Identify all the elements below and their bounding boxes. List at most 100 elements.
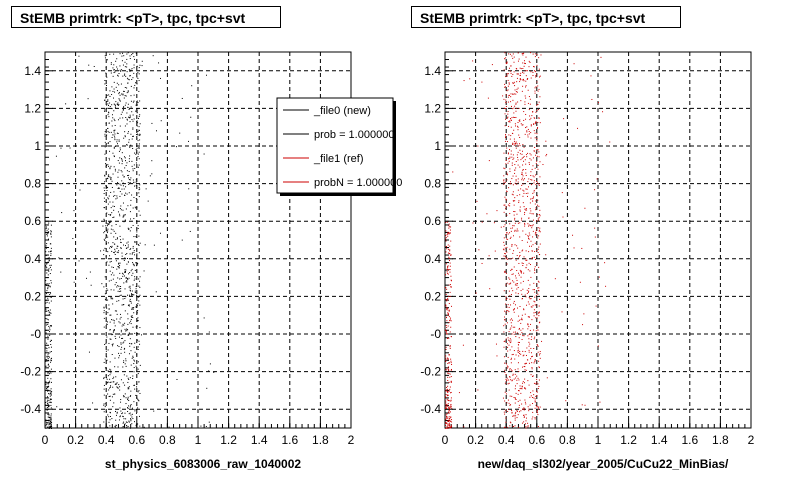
data-point xyxy=(523,192,525,194)
data-point xyxy=(463,80,465,82)
data-point xyxy=(46,318,48,320)
data-point xyxy=(119,333,121,335)
data-point xyxy=(133,72,135,74)
data-point xyxy=(49,351,51,353)
data-point xyxy=(109,361,111,363)
data-point xyxy=(527,77,529,79)
data-point xyxy=(121,152,123,154)
data-point xyxy=(529,202,531,204)
data-point xyxy=(119,215,121,217)
data-point xyxy=(520,159,522,161)
data-point xyxy=(124,328,126,330)
data-point xyxy=(505,220,507,222)
data-point xyxy=(531,198,533,200)
data-point xyxy=(525,75,527,77)
data-point xyxy=(45,360,47,362)
data-point xyxy=(133,367,135,369)
data-point xyxy=(123,74,125,76)
data-point xyxy=(124,245,126,247)
data-point xyxy=(50,407,52,409)
data-point xyxy=(107,99,109,101)
data-point xyxy=(136,151,138,153)
data-point xyxy=(48,268,50,270)
data-point xyxy=(450,254,452,256)
data-point xyxy=(519,399,521,401)
data-point xyxy=(131,343,133,345)
data-point xyxy=(138,174,140,176)
data-point xyxy=(445,308,447,310)
data-point xyxy=(107,203,109,205)
data-point xyxy=(504,86,506,88)
data-point xyxy=(514,182,516,184)
data-point xyxy=(521,150,523,152)
data-point xyxy=(45,310,47,312)
data-point xyxy=(538,219,540,221)
data-point xyxy=(509,258,511,260)
data-point xyxy=(48,422,50,424)
data-point xyxy=(535,174,537,176)
data-point xyxy=(124,340,126,342)
data-point xyxy=(526,78,528,80)
data-point xyxy=(525,259,527,261)
data-point xyxy=(539,215,541,217)
data-point xyxy=(539,227,541,229)
data-point xyxy=(46,388,48,390)
data-point xyxy=(45,251,47,253)
data-point xyxy=(124,271,126,273)
data-point xyxy=(594,227,596,229)
data-point xyxy=(533,382,535,384)
data-point xyxy=(114,106,116,108)
data-point xyxy=(519,136,521,138)
data-point xyxy=(116,139,118,141)
data-point xyxy=(49,296,51,298)
data-point xyxy=(503,411,505,413)
data-point xyxy=(50,361,52,363)
data-point xyxy=(536,395,538,397)
data-point xyxy=(515,161,517,163)
data-point xyxy=(110,62,112,64)
data-point xyxy=(448,390,450,392)
data-point xyxy=(109,105,111,107)
data-point xyxy=(518,337,520,339)
data-point xyxy=(536,250,538,252)
data-point xyxy=(526,259,528,261)
data-point xyxy=(135,52,137,54)
data-point xyxy=(519,119,521,121)
data-point xyxy=(506,246,508,248)
data-point xyxy=(514,417,516,419)
data-point xyxy=(109,255,111,257)
data-point xyxy=(449,269,451,271)
data-point xyxy=(113,81,115,83)
data-point xyxy=(47,402,49,404)
data-point xyxy=(50,391,52,393)
data-point xyxy=(516,283,518,285)
data-point xyxy=(526,292,528,294)
data-point xyxy=(104,276,106,278)
data-point xyxy=(536,160,538,162)
data-point xyxy=(509,395,511,397)
data-point xyxy=(133,312,135,314)
data-point xyxy=(445,346,447,348)
data-point xyxy=(527,335,529,337)
data-point xyxy=(107,370,109,372)
data-point xyxy=(48,405,50,407)
data-point xyxy=(448,381,450,383)
data-point xyxy=(119,157,121,159)
data-point xyxy=(129,55,131,57)
data-point xyxy=(121,325,123,327)
data-point xyxy=(104,135,106,137)
data-point xyxy=(128,68,130,70)
data-point xyxy=(546,153,548,155)
data-point xyxy=(126,277,128,279)
data-point xyxy=(510,93,512,95)
data-point xyxy=(124,157,126,159)
data-point xyxy=(538,385,540,387)
data-point xyxy=(120,352,122,354)
data-point xyxy=(47,324,49,326)
data-point xyxy=(446,388,448,390)
data-point xyxy=(129,253,131,255)
data-point xyxy=(106,288,108,290)
y-tick-label: -0.2 xyxy=(20,365,41,379)
data-point xyxy=(49,398,51,400)
data-point xyxy=(449,232,451,234)
